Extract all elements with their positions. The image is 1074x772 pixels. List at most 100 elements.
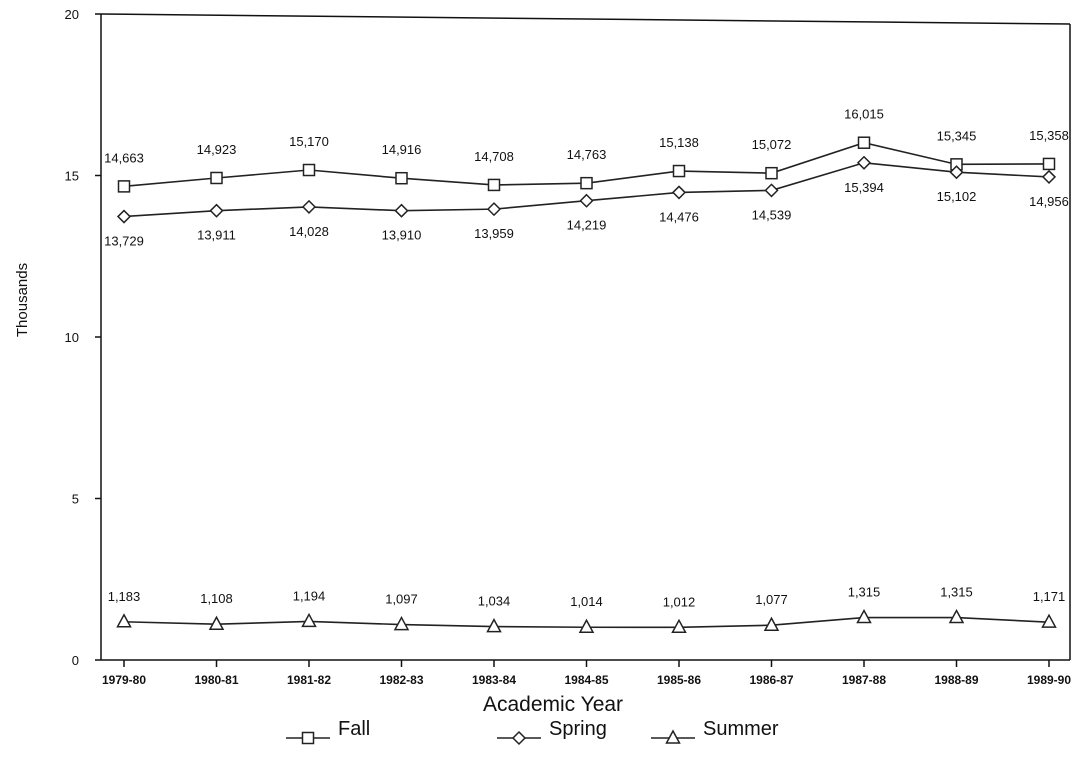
data-label-spring: 14,956 <box>1029 194 1069 209</box>
data-point-summer <box>208 615 225 630</box>
data-label-spring: 14,028 <box>289 224 329 239</box>
legend-item-spring: Spring <box>497 718 607 746</box>
data-label-spring: 13,959 <box>474 226 514 241</box>
data-point-summer <box>763 616 780 631</box>
data-point-summer <box>116 613 132 628</box>
series-spring: 13,729 13,911 14,028 13,910 13,959 14,219 14,4… <box>104 155 1069 249</box>
x-tick-label: 1989-90 <box>1027 673 1071 687</box>
x-tick-label: 1988-89 <box>934 673 978 687</box>
data-point-spring <box>949 165 964 180</box>
data-point-spring <box>486 202 502 217</box>
data-label-spring: 15,394 <box>844 180 884 195</box>
data-point-summer <box>486 618 502 633</box>
x-tick-label: 1986-87 <box>749 673 793 687</box>
data-label-summer: 1,108 <box>200 591 233 606</box>
data-point-fall <box>857 136 871 149</box>
data-point-spring <box>764 183 779 198</box>
x-tick-label: 1985-86 <box>657 673 701 687</box>
data-label-summer: 1,183 <box>108 589 141 604</box>
data-point-spring <box>671 185 687 200</box>
data-label-summer: 1,171 <box>1033 589 1066 604</box>
data-label-spring: 15,102 <box>937 189 977 204</box>
legend-marker <box>665 729 681 744</box>
data-point-fall <box>580 176 593 190</box>
legend-marker <box>301 731 315 745</box>
data-label-summer: 1,315 <box>940 585 973 600</box>
data-point-fall <box>1042 157 1056 171</box>
y-tick-label: 0 <box>72 653 79 668</box>
data-label-summer: 1,034 <box>478 594 511 609</box>
data-label-summer: 1,097 <box>385 592 418 607</box>
data-point-summer <box>948 608 965 624</box>
x-tick-label: 1984-85 <box>564 673 608 687</box>
data-point-spring <box>856 155 872 170</box>
y-tick-label: 10 <box>65 330 79 345</box>
data-label-fall: 15,138 <box>659 135 699 150</box>
data-label-spring: 13,729 <box>104 234 144 249</box>
data-label-fall: 16,015 <box>844 107 884 122</box>
data-point-summer <box>301 612 317 628</box>
data-point-fall <box>395 171 408 185</box>
data-point-spring <box>394 203 409 218</box>
data-point-fall <box>117 180 131 193</box>
legend-item-fall: Fall <box>286 718 370 745</box>
data-label-summer: 1,194 <box>293 588 326 603</box>
series-summer: 1,183 1,108 1,194 1,097 1,034 1,014 1,012 1,077… <box>108 585 1066 634</box>
data-point-spring <box>579 193 594 208</box>
data-label-fall: 14,663 <box>104 150 144 165</box>
y-tick-label: 15 <box>65 169 79 184</box>
series-fall: 14,663 14,923 15,170 14,916 14,708 14,763 15,1… <box>104 107 1069 193</box>
data-label-fall: 15,358 <box>1029 128 1069 143</box>
data-point-spring <box>1041 169 1057 184</box>
data-label-spring: 14,219 <box>567 218 607 233</box>
data-label-fall: 14,923 <box>197 142 237 157</box>
data-label-spring: 13,911 <box>197 228 236 243</box>
data-label-fall: 14,708 <box>474 149 514 164</box>
data-point-spring <box>116 209 132 224</box>
data-label-summer: 1,012 <box>663 594 696 609</box>
data-point-spring <box>209 203 224 218</box>
legend-label: Spring <box>549 718 607 740</box>
legend-item-summer: Summer <box>651 718 779 744</box>
data-label-fall: 15,072 <box>752 137 792 152</box>
data-label-spring: 14,539 <box>752 207 792 222</box>
legend-label: Summer <box>703 718 779 740</box>
x-axis-title: Academic Year <box>483 693 623 716</box>
y-tick-label: 5 <box>72 492 79 507</box>
x-tick-label: 1983-84 <box>472 673 516 687</box>
data-label-fall: 15,345 <box>937 128 977 143</box>
legend: Fall Spring Summer <box>286 718 779 746</box>
data-point-summer <box>1041 613 1057 628</box>
series-line-spring <box>123 161 1050 218</box>
data-point-fall <box>672 164 686 178</box>
data-point-fall <box>487 178 501 192</box>
x-tick-label: 1979-80 <box>102 673 146 687</box>
x-tick-label: 1987-88 <box>842 673 886 687</box>
data-point-spring <box>301 199 317 214</box>
x-tick-label: 1980-81 <box>194 673 238 687</box>
data-label-fall: 15,170 <box>289 134 329 149</box>
data-point-fall <box>210 171 223 185</box>
data-point-summer <box>578 618 595 633</box>
legend-label: Fall <box>338 718 370 740</box>
x-tick-label: 1981-82 <box>287 673 331 687</box>
data-point-fall <box>765 166 778 180</box>
x-tick-label: 1982-83 <box>379 673 423 687</box>
data-label-summer: 1,014 <box>570 594 603 609</box>
data-point-summer <box>393 615 410 631</box>
x-axis-ticks: 1979-80 1980-81 1981-82 1982-83 1983-84 1984-… <box>102 660 1071 687</box>
legend-marker <box>511 730 527 746</box>
data-point-summer <box>671 618 687 634</box>
data-label-summer: 1,315 <box>848 585 881 600</box>
data-label-fall: 14,916 <box>382 142 422 157</box>
data-point-fall <box>302 163 316 177</box>
data-point-summer <box>856 608 872 624</box>
data-label-spring: 14,476 <box>659 209 699 224</box>
top-frame-line <box>100 13 1071 25</box>
data-label-fall: 14,763 <box>567 147 607 162</box>
data-label-summer: 1,077 <box>755 592 788 607</box>
series-layer: 14,663 14,923 15,170 14,916 14,708 14,763 15,1… <box>104 107 1069 634</box>
data-label-spring: 13,910 <box>382 228 422 243</box>
y-tick-label: 20 <box>65 7 79 22</box>
